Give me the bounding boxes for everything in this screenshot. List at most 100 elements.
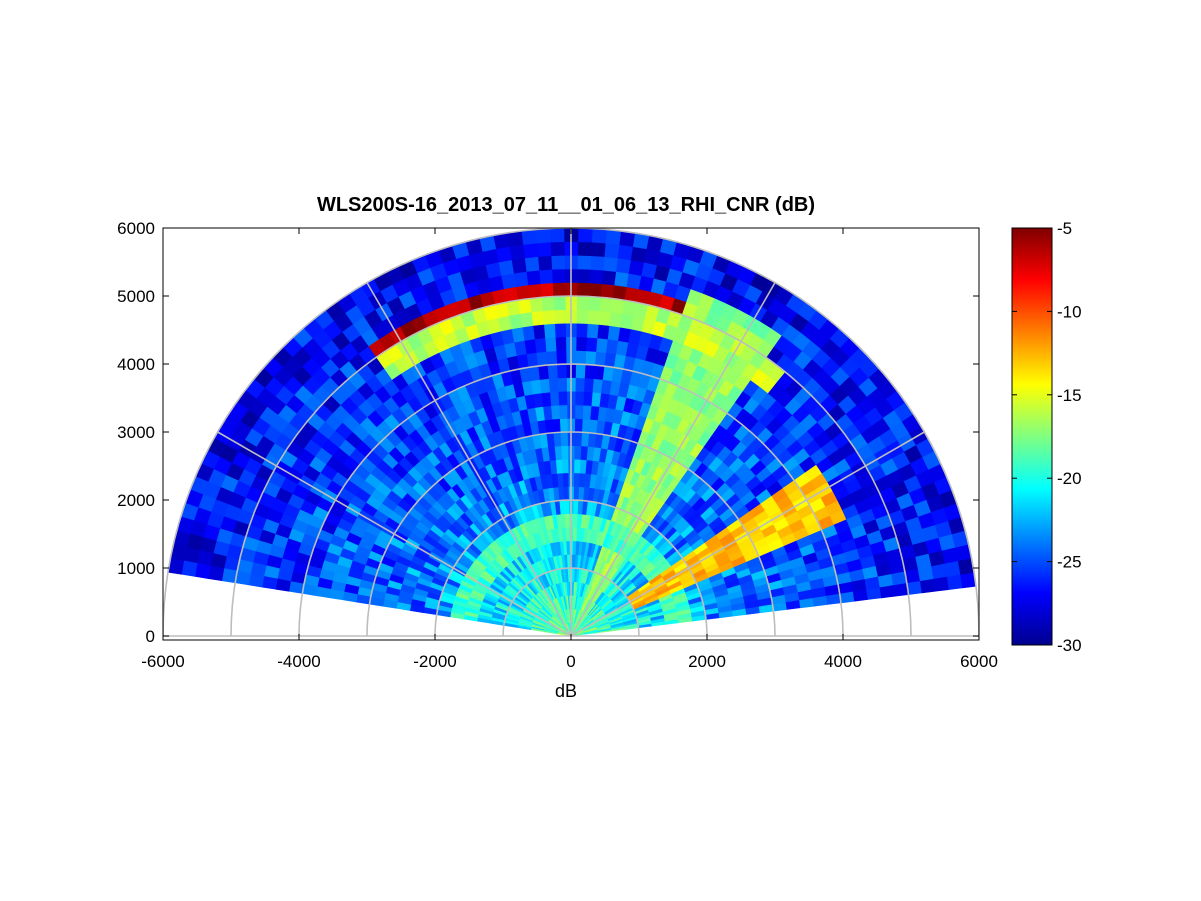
cnr-cell xyxy=(589,268,604,285)
cnr-cell xyxy=(555,350,567,365)
cnr-cell xyxy=(594,351,607,367)
cnr-cell xyxy=(532,324,546,340)
y-tick-label: 3000 xyxy=(117,423,155,442)
cnr-cell xyxy=(577,241,592,257)
colorbar-tick-label: -5 xyxy=(1057,219,1072,238)
cnr-cell xyxy=(557,377,568,392)
cnr-cell xyxy=(261,575,278,590)
cnr-cell xyxy=(573,472,580,487)
cnr-cell xyxy=(546,364,558,379)
cnr-cell xyxy=(576,268,591,284)
cnr-cell xyxy=(520,229,537,245)
cnr-cell xyxy=(603,242,620,259)
cnr-cell xyxy=(559,431,569,447)
cnr-cell xyxy=(525,269,541,286)
cnr-cell xyxy=(577,254,592,270)
cnr-cell xyxy=(538,268,553,285)
cnr-cell xyxy=(605,229,622,245)
cnr-cell xyxy=(580,431,590,447)
cnr-cell xyxy=(572,526,578,542)
spoke-line xyxy=(366,282,572,637)
cnr-cell xyxy=(574,418,583,433)
cnr-cell xyxy=(572,513,578,528)
cnr-cell xyxy=(544,336,557,352)
cnr-cell xyxy=(552,295,566,311)
cnr-cell xyxy=(560,445,569,460)
x-tick-label: 4000 xyxy=(824,652,862,671)
cnr-cell xyxy=(537,255,553,271)
cnr-cell xyxy=(593,364,605,380)
colorbar-tick-label: -10 xyxy=(1057,302,1082,321)
cnr-cell xyxy=(549,391,560,407)
cnr-cell xyxy=(574,404,584,420)
cnr-cell xyxy=(515,284,530,301)
cnr-cell xyxy=(575,350,587,365)
cnr-cell xyxy=(919,578,936,594)
cnr-cell xyxy=(605,338,619,355)
y-tick-label: 2000 xyxy=(117,491,155,510)
cnr-cell xyxy=(582,391,593,407)
cnr-cell xyxy=(552,282,566,297)
cnr-cell xyxy=(559,418,568,433)
cnr-cell xyxy=(581,418,591,434)
cnr-cell xyxy=(587,296,601,312)
cnr-cell xyxy=(590,391,602,407)
spoke-line xyxy=(570,431,925,637)
colorbar-tick-label: -15 xyxy=(1057,386,1082,405)
cnr-cell xyxy=(933,576,950,592)
x-tick-label: 0 xyxy=(566,652,575,671)
cnr-cell xyxy=(596,324,610,340)
cnr-cell xyxy=(625,272,642,290)
cnr-cell xyxy=(550,404,560,420)
cnr-cell xyxy=(602,256,618,272)
cnr-cell xyxy=(601,269,617,286)
cnr-cell xyxy=(590,241,606,257)
cnr-cell xyxy=(539,282,554,298)
cnr-cell xyxy=(573,458,581,474)
cnr-cell xyxy=(603,352,617,368)
cnr-cell xyxy=(578,472,586,488)
x-tick-label: 2000 xyxy=(688,652,726,671)
cnr-cell xyxy=(589,405,600,421)
cnr-cell xyxy=(275,578,291,592)
x-tick-label: 6000 xyxy=(960,652,998,671)
cnr-cell xyxy=(522,242,539,259)
cnr-cell xyxy=(543,323,556,339)
polar-grid xyxy=(163,228,979,637)
cnr-cell xyxy=(582,404,592,420)
cnr-cell xyxy=(628,259,645,276)
cnr-cell xyxy=(607,325,621,341)
cnr-cell xyxy=(545,350,558,366)
cnr-cell xyxy=(575,336,588,352)
cnr-cell xyxy=(529,296,543,313)
cnr-cell xyxy=(527,283,542,299)
cnr-cell xyxy=(585,336,598,352)
colorbar xyxy=(1011,227,1053,646)
cnr-cell xyxy=(573,486,580,501)
cnr-cell xyxy=(553,309,566,324)
colorbar-tick-label: -20 xyxy=(1057,469,1082,488)
x-tick-label: -2000 xyxy=(413,652,456,671)
cnr-cell xyxy=(574,390,585,406)
cnr-cell xyxy=(587,309,600,325)
cnr-cell xyxy=(597,310,612,326)
cnr-cell xyxy=(542,309,555,325)
y-axis: 0 1000 2000 3000 4000 5000 6000 xyxy=(117,219,979,646)
y-tick-label: 6000 xyxy=(117,219,155,238)
cnr-cell xyxy=(550,241,565,257)
cnr-cell xyxy=(554,336,567,352)
cnr-cell xyxy=(610,298,625,314)
cnr-cell xyxy=(579,445,588,461)
cnr-cell xyxy=(554,322,567,338)
cnr-cell xyxy=(508,244,525,261)
cnr-cell xyxy=(557,390,568,406)
cnr-cell xyxy=(536,241,552,257)
cnr-cell xyxy=(576,295,590,311)
x-axis: -6000 -4000 -2000 0 2000 4000 6000 xyxy=(141,228,998,671)
cnr-cell xyxy=(608,311,623,328)
cnr-cell xyxy=(534,337,547,353)
cnr-cell xyxy=(575,363,586,379)
cnr-cell xyxy=(584,364,596,379)
cnr-cell xyxy=(572,499,579,515)
